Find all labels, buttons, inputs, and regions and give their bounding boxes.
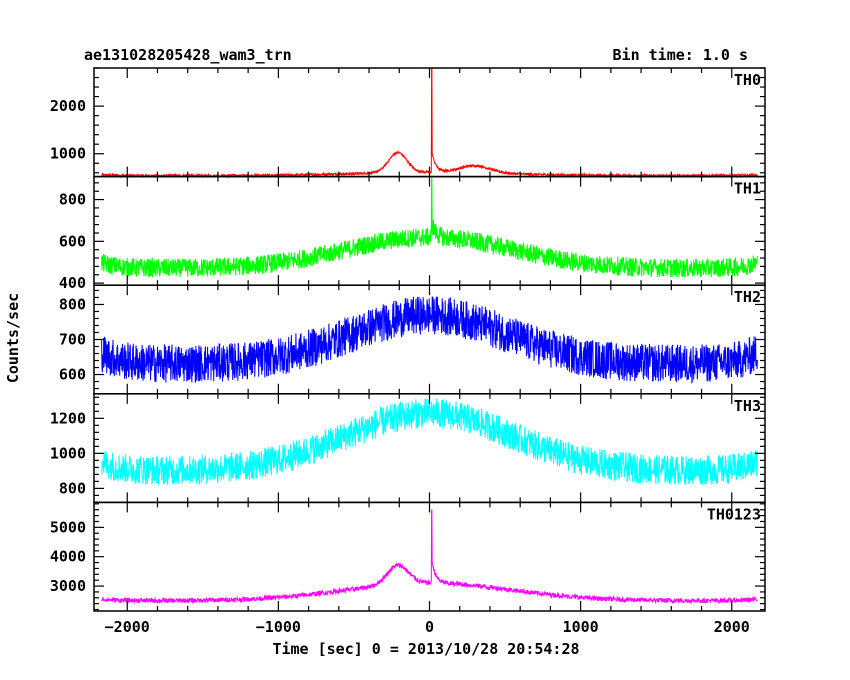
series-line-th0	[101, 68, 758, 179]
y-tick-label: 400	[59, 274, 86, 292]
chart-title: ae131028205428_wam3_trn	[84, 46, 292, 64]
y-tick-label: 600	[59, 366, 86, 384]
panel-th0: 1000 2000 TH0	[50, 67, 766, 179]
x-tick-label: 2000	[714, 618, 750, 636]
x-tick-label: 1000	[563, 618, 599, 636]
y-tick-label: 700	[59, 331, 86, 349]
panel-th0123: 3000 4000 5000 TH0123	[50, 501, 766, 612]
series-line-th1	[101, 175, 758, 278]
y-tick-label: 4000	[50, 548, 86, 566]
panel-frame	[93, 501, 766, 612]
y-tick-label: 600	[59, 232, 86, 250]
panel-th2: 600 700 800 TH2	[59, 284, 766, 395]
panel-frame	[93, 67, 766, 178]
y-tick-label: 1000	[50, 145, 86, 163]
y-tick-label: 1000	[50, 444, 86, 462]
panel-label-th0: TH0	[734, 71, 761, 89]
y-tick-label: 800	[59, 191, 86, 209]
panel-label-th0123: TH0123	[707, 505, 761, 523]
y-tick-label: 3000	[50, 577, 86, 595]
panel-th3: 800 1000 1200 TH3	[50, 393, 766, 504]
y-tick-label: 5000	[50, 518, 86, 536]
y-tick-label: 800	[59, 295, 86, 313]
x-axis-label: Time [sec] 0 = 2013/10/28 20:54:28	[272, 640, 579, 658]
panel-label-th1: TH1	[734, 180, 761, 198]
y-tick-label: 2000	[50, 97, 86, 115]
x-tick-label: −2000	[105, 618, 150, 636]
panel-th1: 400 600 800 TH1	[59, 175, 766, 292]
panels-group: 1000 2000 TH0 400 600 800 TH1 600 700 800 TH2 800 10…	[50, 67, 766, 636]
y-axis-label: Counts/sec	[4, 293, 22, 383]
series-line-th0123	[101, 509, 758, 605]
x-tick-label: 0	[425, 618, 434, 636]
bin-time-label: Bin time: 1.0 s	[613, 46, 748, 64]
series-line-th2	[101, 295, 758, 384]
y-tick-label: 1200	[50, 409, 86, 427]
y-tick-label: 800	[59, 479, 86, 497]
panel-label-th2: TH2	[734, 288, 761, 306]
panel-label-th3: TH3	[734, 397, 761, 415]
series-line-th3	[101, 398, 758, 486]
x-tick-label: −1000	[256, 618, 301, 636]
